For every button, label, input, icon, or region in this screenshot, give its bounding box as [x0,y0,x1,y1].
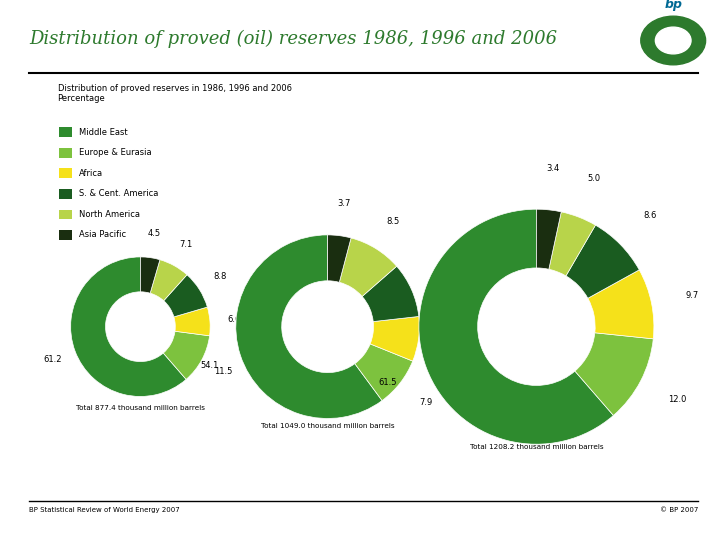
Wedge shape [150,260,187,301]
Text: © BP 2007: © BP 2007 [660,507,698,512]
Text: 1986: 1986 [128,386,153,395]
Text: S. & Cent. America: S. & Cent. America [79,190,158,198]
Text: 1996: 1996 [315,404,341,413]
Bar [59,230,72,240]
Wedge shape [536,209,562,269]
Text: 5.0: 5.0 [588,174,600,183]
Bar [59,168,72,178]
Bar [59,148,72,158]
Text: 3.4: 3.4 [546,165,560,173]
Wedge shape [355,344,413,401]
Text: 9.7: 9.7 [685,291,698,300]
Wedge shape [236,235,382,418]
Text: 61.5: 61.5 [379,377,397,387]
Circle shape [655,27,691,54]
Text: 2006: 2006 [524,425,549,434]
Text: 11.5: 11.5 [214,367,233,376]
Text: Distribution of proved (oil) reserves 1986, 1996 and 2006: Distribution of proved (oil) reserves 19… [29,30,557,48]
Wedge shape [566,225,639,298]
Circle shape [641,16,706,65]
Text: North America: North America [79,210,140,219]
Text: bp: bp [665,0,683,11]
Text: 12.0: 12.0 [668,395,686,404]
Wedge shape [419,209,613,444]
Wedge shape [339,238,397,296]
Text: 7.9: 7.9 [419,398,432,407]
Wedge shape [362,266,419,322]
Bar [59,189,72,199]
Text: 3.7: 3.7 [337,199,350,208]
Text: 7.1: 7.1 [444,339,457,348]
Text: Asia Pacific: Asia Pacific [79,231,126,239]
Text: 8.8: 8.8 [213,272,227,281]
Text: BP Statistical Review of World Energy 2007: BP Statistical Review of World Energy 20… [29,507,179,512]
Wedge shape [549,212,595,276]
Text: 7.1: 7.1 [179,240,193,249]
Text: 8.7: 8.7 [434,272,448,281]
Wedge shape [71,257,186,396]
Text: Africa: Africa [79,169,104,178]
Wedge shape [163,331,210,380]
Text: Total 1049.0 thousand million barrels: Total 1049.0 thousand million barrels [261,423,395,429]
Wedge shape [588,270,654,339]
Bar [59,210,72,219]
Wedge shape [174,307,210,336]
Text: Distribution of proved reserves in 1986, 1996 and 2006
Percentage: Distribution of proved reserves in 1986,… [58,84,292,103]
Bar [59,127,72,137]
Wedge shape [370,316,419,361]
Text: Total 877.4 thousand million barrels: Total 877.4 thousand million barrels [76,405,205,411]
Text: 61.2: 61.2 [43,355,61,364]
Text: Total 1208.2 thousand million barrels: Total 1208.2 thousand million barrels [469,444,603,450]
Wedge shape [163,275,207,317]
Text: Middle East: Middle East [79,128,128,137]
Text: 8.5: 8.5 [387,217,400,226]
Wedge shape [575,333,653,415]
Wedge shape [140,257,160,293]
Wedge shape [328,235,351,282]
Text: 8.6: 8.6 [643,211,657,220]
Text: 6.6: 6.6 [228,315,241,324]
Text: 4.5: 4.5 [147,229,161,238]
Text: 54.1: 54.1 [201,361,219,370]
Text: Europe & Eurasia: Europe & Eurasia [79,148,152,157]
